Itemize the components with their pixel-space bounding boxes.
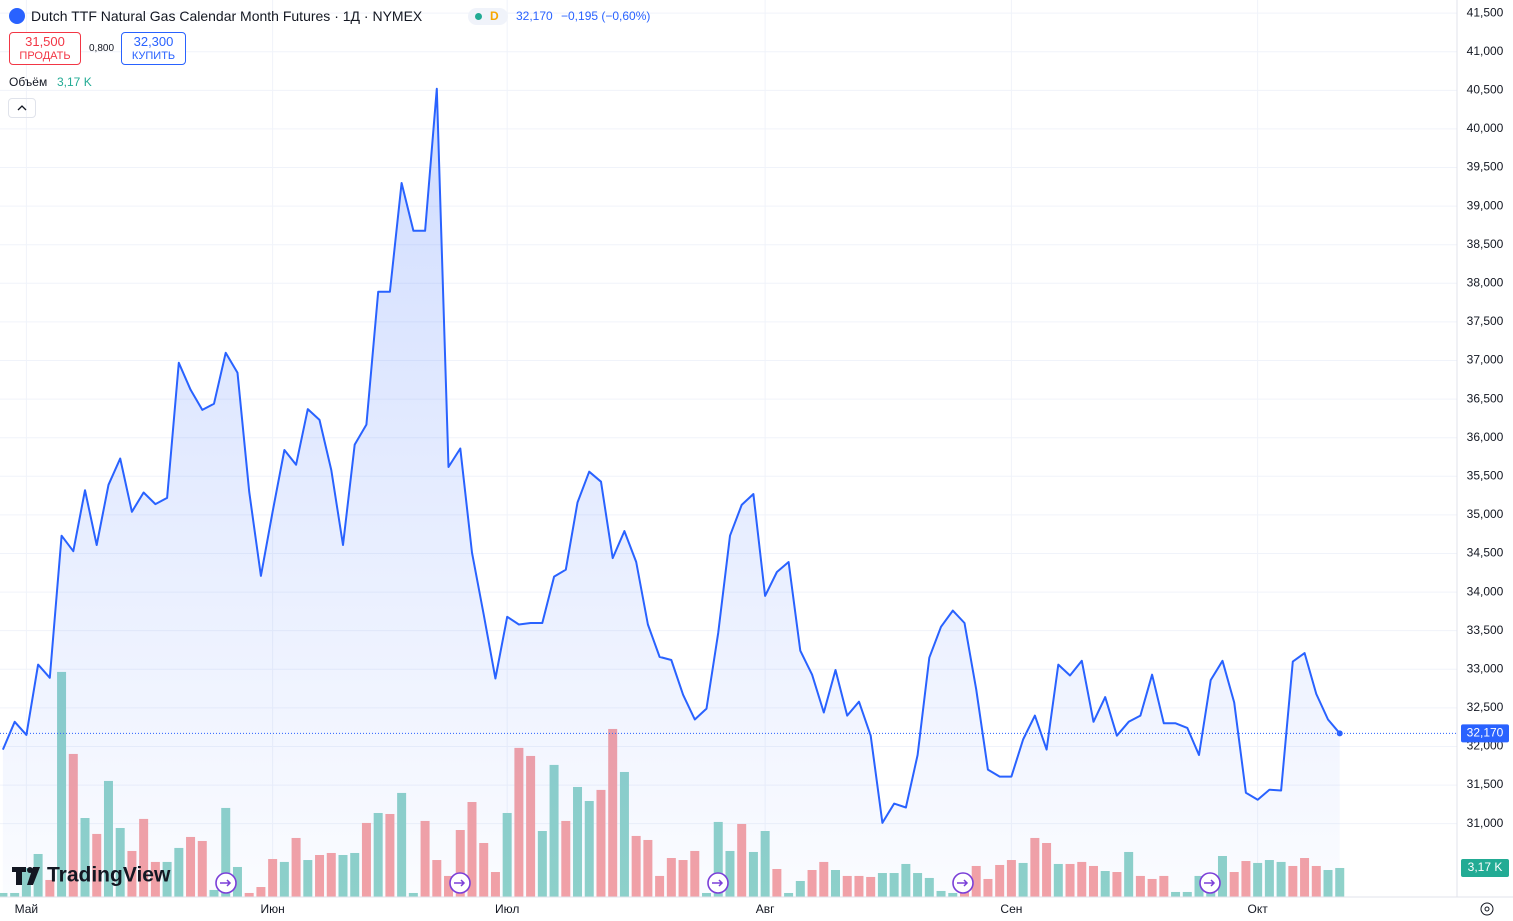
y-tick-label: 32,500 [1467,700,1504,714]
logo-text: TradingView [47,864,171,887]
y-tick-label: 38,500 [1467,237,1504,251]
last-price-tag [1461,724,1509,743]
collapse-button[interactable] [8,98,36,118]
y-tick-label: 36,500 [1467,391,1504,405]
sell-button[interactable]: 31,500 ПРОДАТЬ [9,32,81,65]
x-tick-label: Окт [1248,902,1269,916]
symbol-icon [9,8,25,24]
last-point [1336,730,1343,737]
interval-badge: D [490,9,499,23]
y-tick-label: 38,000 [1467,275,1504,289]
logo-mark [12,867,40,885]
y-tick-label: 39,500 [1467,160,1504,174]
y-tick-label: 40,500 [1467,82,1504,96]
y-tick-label: 41,000 [1467,44,1504,58]
y-tick-label: 34,000 [1467,584,1504,598]
market-status [475,13,482,20]
y-tick-label: 35,000 [1467,507,1504,521]
price-line [1,87,1341,824]
x-tick-label: Май [15,902,39,916]
y-tick-label: 37,000 [1467,353,1504,367]
settings-icon[interactable] [1480,902,1494,916]
volume-legend-name: Объём [9,75,48,89]
x-tick-label: Сен [1000,902,1022,916]
y-tick-label: 40,000 [1467,121,1504,135]
y-tick-label: 31,000 [1467,816,1504,830]
buy-button[interactable]: 32,300 КУПИТЬ [121,32,186,65]
y-tick-label: 34,500 [1467,546,1504,560]
volume-legend-value: 3,17 K [57,75,92,89]
y-tick-label: 33,000 [1467,661,1504,675]
area-fill [2,88,1340,898]
y-tick-label: 31,500 [1467,777,1504,791]
volume-tag-label: 3,17 K [1468,860,1503,874]
y-tick-label: 36,000 [1467,430,1504,444]
sell-price: 31,500 [25,34,65,49]
collapse-arrow [17,105,27,111]
symbol-title[interactable]: Dutch TTF Natural Gas Calendar Month Fut… [31,8,423,24]
y-tick-label: 41,500 [1467,5,1504,19]
y-tick-label: 37,500 [1467,314,1504,328]
status-pill [468,8,508,25]
y-tick-label: 33,500 [1467,623,1504,637]
y-tick-label: 39,000 [1467,198,1504,212]
y-tick-label: 35,500 [1467,468,1504,482]
event-arrows [220,879,1216,887]
price-change: −0,195 (−0,60%) [561,9,651,23]
last-price-label: 32,170 [1467,726,1504,740]
spread: 0,800 [89,43,115,54]
x-tick-label: Июл [495,902,519,916]
buy-price: 32,300 [133,34,174,49]
buy-label: КУПИТЬ [131,50,176,62]
sell-label: ПРОДАТЬ [19,50,71,62]
last-price: 32,170 [516,9,553,23]
x-tick-label: Июн [261,902,285,916]
volume-bar [1335,867,1345,897]
volume-tag [1461,858,1509,877]
x-tick-label: Авг [756,902,775,916]
